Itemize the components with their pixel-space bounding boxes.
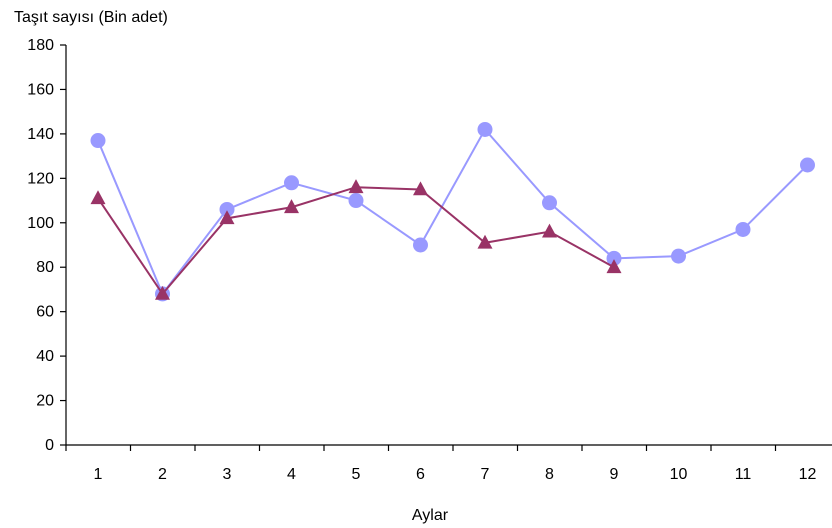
y-tick-label: 140: [27, 126, 54, 143]
x-ticks: 1 2 3 4 5 6 7 8 9 10 11 12: [65, 445, 817, 483]
series-2-point: [348, 179, 364, 194]
series-1-line: [97, 127, 809, 296]
series-2-point: [477, 234, 493, 249]
series-1-point: [413, 237, 428, 253]
series-2-point: [155, 285, 170, 300]
y-tick-label: 160: [27, 81, 54, 98]
y-tick-label: 20: [36, 393, 54, 410]
series-1: [90, 121, 815, 302]
y-tick-label: 100: [27, 215, 54, 232]
series-1-point: [606, 250, 622, 266]
x-tick-label: 5: [352, 466, 361, 483]
series-2-point: [413, 181, 428, 196]
series-1-point: [735, 221, 751, 237]
series-2-point: [219, 210, 235, 225]
series-1-point: [477, 121, 493, 137]
x-tick-label: 8: [545, 466, 554, 483]
x-tick-label: 10: [670, 466, 688, 483]
series-2: [90, 179, 622, 300]
series-group: [90, 121, 815, 302]
y-tick-label: 80: [36, 259, 54, 276]
x-tick-label: 3: [223, 466, 232, 483]
x-tick-label: 12: [799, 466, 817, 483]
series-2-point: [284, 199, 299, 214]
series-1-point: [219, 201, 235, 217]
series-1-point: [90, 133, 106, 149]
x-axis-title: Aylar: [412, 507, 449, 524]
y-tick-label: 40: [36, 348, 54, 365]
x-tick-label: 11: [735, 466, 752, 483]
y-axis-title: Taşıt sayısı (Bin adet): [14, 9, 168, 26]
y-tick-label: 120: [27, 170, 54, 187]
series-2-point: [90, 190, 106, 205]
series-1-point: [542, 195, 557, 211]
series-1-point: [348, 193, 364, 209]
series-1-point: [800, 157, 815, 173]
x-tick-label: 4: [287, 466, 296, 483]
x-tick-label: 1: [94, 466, 103, 483]
series-2-point: [542, 223, 557, 238]
x-tick-label: 6: [416, 466, 425, 483]
series-1-point: [284, 175, 299, 191]
series-2-point: [606, 259, 622, 274]
y-tick-label: 60: [36, 304, 54, 321]
y-ticks: 0 20 40 60 80 100 120 140 160 180: [27, 37, 66, 454]
y-tick-label: 0: [45, 437, 54, 454]
x-tick-label: 7: [481, 466, 490, 483]
y-tick-label: 180: [27, 37, 54, 54]
series-1-point: [671, 248, 686, 264]
x-tick-label: 2: [158, 466, 167, 483]
x-tick-label: 9: [610, 466, 619, 483]
